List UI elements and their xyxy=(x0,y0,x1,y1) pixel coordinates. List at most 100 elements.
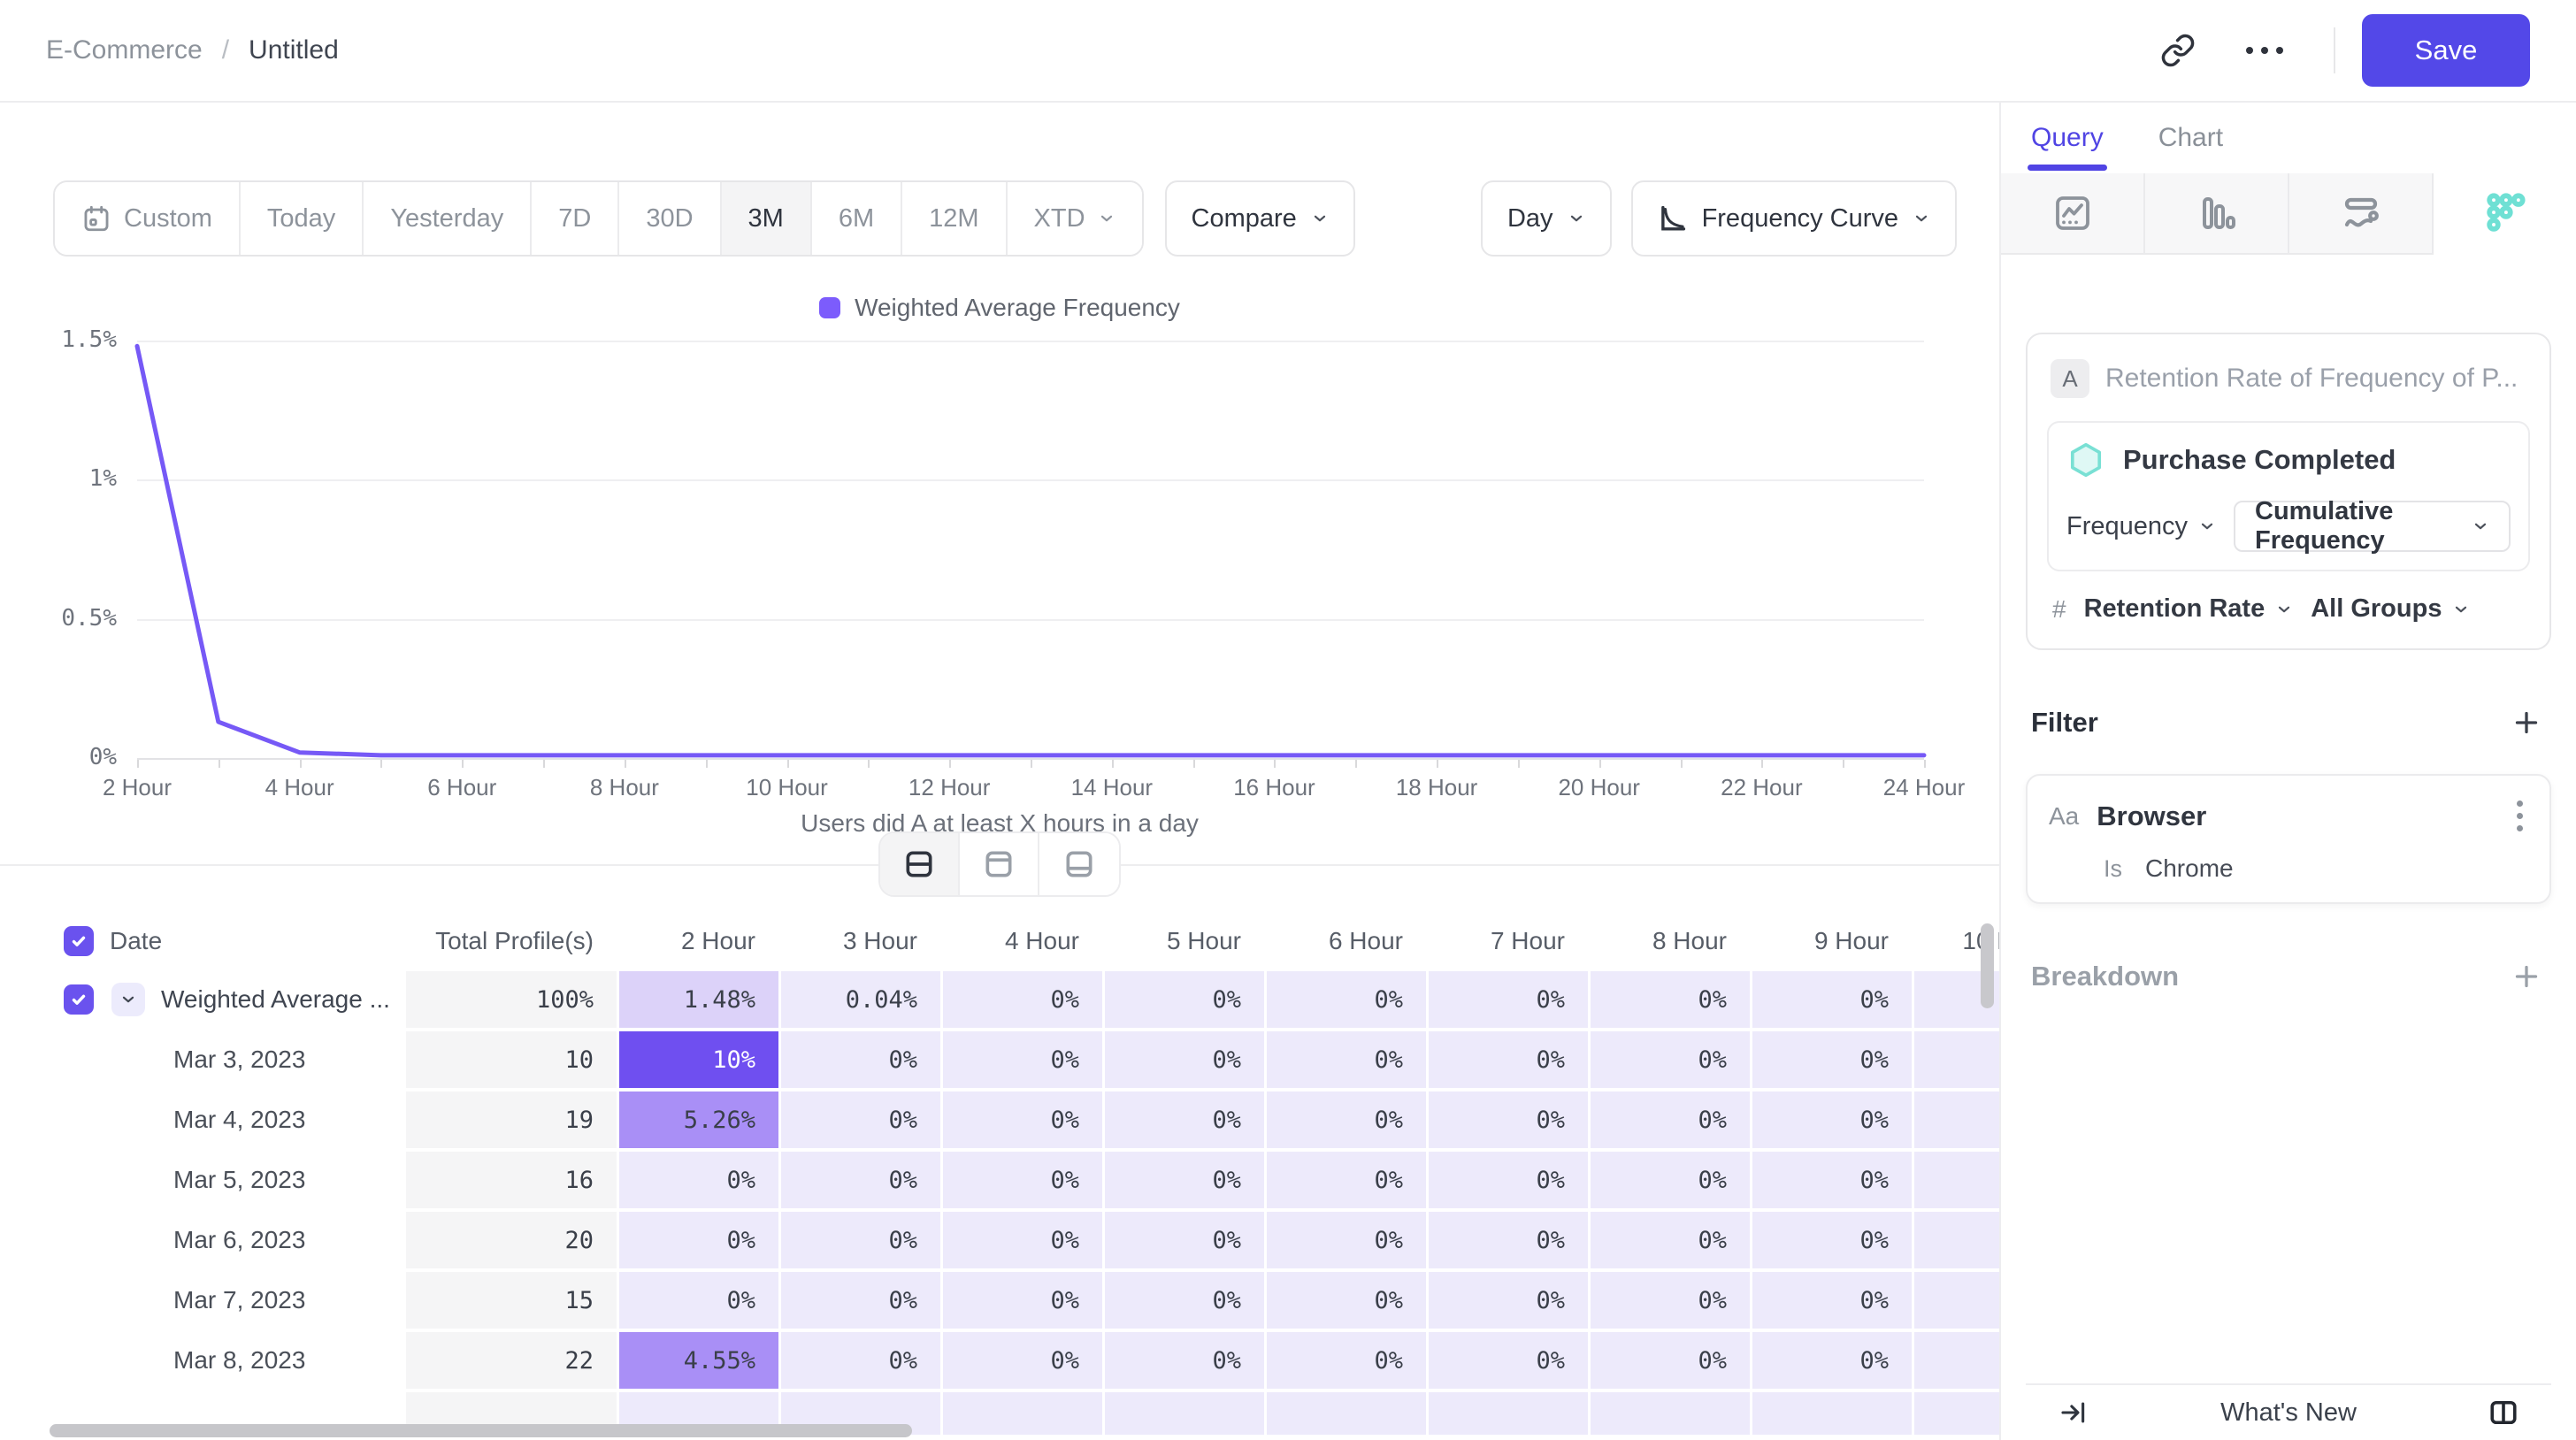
table-horizontal-scrollbar[interactable] xyxy=(50,1424,912,1437)
row-label: Mar 8, 2023 xyxy=(173,1346,306,1374)
chart-type-line-chart[interactable] xyxy=(2001,173,2145,255)
view-toggle xyxy=(878,831,1121,897)
filter-property[interactable]: Browser xyxy=(2097,800,2207,831)
view-split-view[interactable] xyxy=(880,833,960,895)
columns-layout-icon xyxy=(2488,1397,2519,1429)
filter-operator[interactable]: Is xyxy=(2104,854,2123,882)
arrow-to-bar-icon xyxy=(2058,1398,2089,1428)
add-breakdown-button[interactable] xyxy=(2507,957,2546,996)
header-date[interactable]: Date xyxy=(50,915,403,968)
range-12m[interactable]: 12M xyxy=(902,182,1008,255)
chart-legend[interactable]: Weighted Average Frequency xyxy=(0,294,1999,322)
total-profiles-cell: 16 xyxy=(406,1152,617,1208)
collapse-panel-button[interactable] xyxy=(2052,1391,2095,1434)
value-cell: 0% xyxy=(1591,1272,1750,1329)
measure-row: Frequency Cumulative Frequency xyxy=(2066,497,2511,555)
chart-type-flow-chart[interactable] xyxy=(2289,173,2434,255)
value-cell: 10% xyxy=(619,1031,778,1088)
value-cell xyxy=(1105,1392,1264,1435)
filter-menu-button[interactable] xyxy=(2511,795,2528,837)
x-axis-tick xyxy=(543,760,546,768)
range-6m[interactable]: 6M xyxy=(811,182,903,255)
header-3-hour[interactable]: 3 Hour xyxy=(842,927,917,954)
view-table-top-view[interactable] xyxy=(960,833,1039,895)
date-range-group: Custom Today Yesterday 7D 30D 3M 6M 12M XTD xyxy=(53,180,1144,257)
more-menu-button[interactable] xyxy=(2236,22,2293,79)
chart-type-bar-chart[interactable] xyxy=(2145,173,2289,255)
event-hexagon-icon xyxy=(2066,440,2105,479)
value-cell xyxy=(1914,1212,1999,1268)
range-7d[interactable]: 7D xyxy=(532,182,620,255)
value-cell: 0% xyxy=(1429,1031,1588,1088)
value-cell: 0% xyxy=(943,1152,1102,1208)
calendar-icon xyxy=(81,203,111,234)
view-table-bottom-view[interactable] xyxy=(1039,833,1119,895)
x-tick-label: 8 Hour xyxy=(589,774,659,800)
chart-type-button[interactable]: Frequency Curve xyxy=(1630,180,1957,257)
chart-type-frequency-dots[interactable] xyxy=(2434,173,2576,255)
breakdown-table: Date Total Profile(s) 2 Hour 3 Hour 4 Hour 5 … xyxy=(50,915,1999,1435)
value-cell: 0% xyxy=(1267,1212,1426,1268)
x-tick-label: 4 Hour xyxy=(264,774,334,800)
range-xtd[interactable]: XTD xyxy=(1007,182,1142,255)
header-7-hour[interactable]: 7 Hour xyxy=(1490,927,1565,954)
header-4-hour[interactable]: 4 Hour xyxy=(1004,927,1079,954)
add-filter-button[interactable] xyxy=(2507,703,2546,742)
event-card: Purchase Completed Frequency Cumulative … xyxy=(2047,421,2530,571)
row-date-cell: Weighted Average ... xyxy=(50,971,403,1028)
value-cell: 0.04% xyxy=(781,971,940,1028)
range-3m[interactable]: 3M xyxy=(721,182,812,255)
event-selector[interactable]: Purchase Completed xyxy=(2066,440,2511,479)
tab-chart[interactable]: Chart xyxy=(2158,123,2224,152)
table-vertical-scrollbar[interactable] xyxy=(1981,923,1994,1008)
chevron-down-icon xyxy=(2452,601,2470,618)
value-cell xyxy=(1591,1392,1750,1435)
layout-columns-button[interactable] xyxy=(2482,1391,2525,1434)
value-cell: 0% xyxy=(1105,1152,1264,1208)
tab-query[interactable]: Query xyxy=(2028,123,2107,171)
interval-button[interactable]: Day xyxy=(1480,180,1612,257)
header-2-hour[interactable]: 2 Hour xyxy=(680,927,755,954)
filter-condition-row: Is Chrome xyxy=(2049,854,2528,883)
query-card: A Retention Rate of Frequency of P... Pu… xyxy=(2026,333,2551,650)
range-yesterday[interactable]: Yesterday xyxy=(364,182,533,255)
value-cell: 0% xyxy=(619,1152,778,1208)
x-axis-line xyxy=(137,758,1924,760)
copy-link-button[interactable] xyxy=(2150,22,2206,79)
breadcrumb-parent[interactable]: E-Commerce xyxy=(46,35,203,65)
event-name: Purchase Completed xyxy=(2123,444,2396,475)
value-cell: 0% xyxy=(943,1332,1102,1389)
select-all-checkbox[interactable] xyxy=(64,926,94,956)
x-tick-label: 24 Hour xyxy=(1882,774,1966,800)
value-cell: 0% xyxy=(1752,1091,1912,1148)
value-cell: 0% xyxy=(1591,971,1750,1028)
expand-row-button[interactable] xyxy=(111,983,145,1016)
range-30d[interactable]: 30D xyxy=(619,182,722,255)
value-cell xyxy=(1267,1392,1426,1435)
header-6-hour[interactable]: 6 Hour xyxy=(1328,927,1403,954)
range-custom[interactable]: Custom xyxy=(55,182,241,255)
page-title[interactable]: Untitled xyxy=(249,35,339,65)
frequency-mode-dropdown[interactable]: Cumulative Frequency xyxy=(2234,497,2511,555)
measure-dropdown[interactable]: Frequency xyxy=(2066,512,2216,541)
save-button[interactable]: Save xyxy=(2362,14,2530,87)
header-9-hour[interactable]: 9 Hour xyxy=(1813,927,1889,954)
x-tick-label: 16 Hour xyxy=(1233,774,1315,800)
whats-new-link[interactable]: What's New xyxy=(2220,1398,2357,1427)
filter-value[interactable]: Chrome xyxy=(2145,854,2234,882)
metric-dropdown[interactable]: Retention Rate xyxy=(2084,594,2294,624)
value-cell: 0% xyxy=(619,1212,778,1268)
range-today[interactable]: Today xyxy=(240,182,364,255)
compare-button[interactable]: Compare xyxy=(1164,180,1355,257)
header-5-hour[interactable]: 5 Hour xyxy=(1166,927,1241,954)
groups-dropdown[interactable]: All Groups xyxy=(2311,594,2470,624)
value-cell xyxy=(943,1392,1102,1435)
total-profiles-cell: 22 xyxy=(406,1332,617,1389)
query-step-row[interactable]: A Retention Rate of Frequency of P... xyxy=(2047,354,2530,403)
header-total-profiles[interactable]: Total Profile(s) xyxy=(435,927,594,954)
row-checkbox[interactable] xyxy=(64,984,94,1015)
topbar-divider xyxy=(2334,27,2335,73)
header-8-hour[interactable]: 8 Hour xyxy=(1652,927,1727,954)
value-cell xyxy=(1914,1332,1999,1389)
